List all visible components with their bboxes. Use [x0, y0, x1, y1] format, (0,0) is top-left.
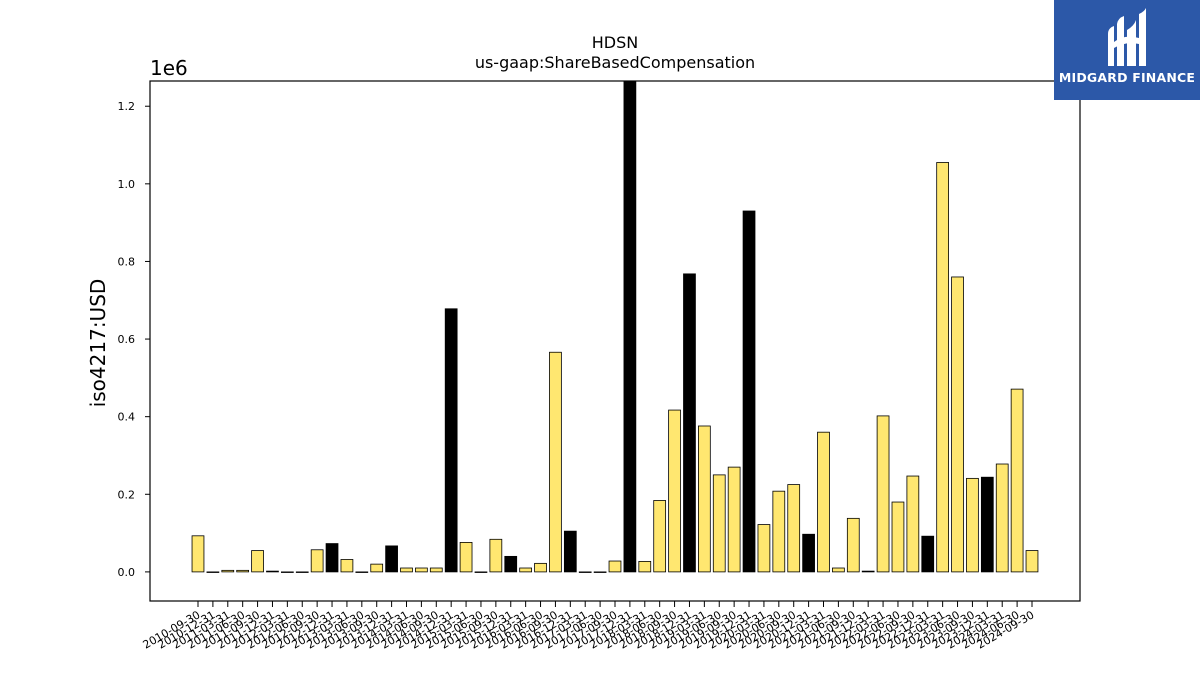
- bar-2023-09-30: [966, 477, 979, 573]
- bar-2024-06-30: [1010, 388, 1024, 573]
- bar-2020-03-31: [757, 524, 771, 573]
- bar-2024-09-30: [1025, 550, 1039, 573]
- bar-2015-12-31: [504, 555, 518, 573]
- bar-2020-12-31: [802, 533, 815, 573]
- y-axis-label: iso4217:USD: [86, 279, 110, 408]
- bar-2015-06-30: [474, 571, 488, 573]
- bar-2016-12-31: [563, 530, 577, 573]
- y-tick-label: 0.8: [118, 255, 136, 268]
- bar-2020-09-30: [787, 484, 801, 573]
- bar-2019-06-30: [712, 474, 726, 573]
- bars-group: [191, 80, 1039, 573]
- bar-2012-12-31: [325, 543, 339, 573]
- bar-2021-03-31: [817, 431, 830, 573]
- bar-2018-06-30: [653, 500, 667, 573]
- bar-2019-12-31: [742, 210, 756, 573]
- bar-2012-03-31: [280, 571, 294, 573]
- bar-2019-03-31: [698, 425, 711, 573]
- y-tick-label: 0.4: [118, 411, 136, 424]
- brand-name: MIDGARD FINANCE: [1058, 70, 1196, 85]
- bar-2013-12-31: [385, 545, 398, 573]
- bar-2021-12-31: [861, 570, 875, 573]
- bar-2017-12-31: [623, 80, 637, 573]
- bar-2010-09-30: [191, 535, 205, 573]
- bar-2016-03-31: [519, 567, 533, 573]
- chart-title: HDSN: [592, 33, 638, 52]
- bar-2013-06-30: [355, 571, 369, 573]
- bar-2015-03-31: [459, 542, 473, 573]
- bar-2021-06-30: [832, 567, 845, 573]
- brand-logo: MIDGARD FINANCE: [1054, 0, 1200, 100]
- bar-2023-12-31: [980, 476, 994, 573]
- bar-2022-12-31: [921, 535, 935, 573]
- bar-2019-09-30: [727, 466, 741, 573]
- chart-subtitle: us-gaap:ShareBasedCompensation: [475, 53, 755, 72]
- bar-2021-09-30: [846, 517, 860, 573]
- bar-2022-09-30: [906, 475, 920, 573]
- bar-2016-09-30: [549, 351, 562, 573]
- midgard-logo-icon: [1108, 8, 1146, 66]
- plot-area-frame: [149, 80, 1081, 602]
- y-axis-ticks: 0.0 0.2 0.4 0.6 0.8 1.0 1.2: [118, 100, 150, 579]
- bar-2023-06-30: [951, 276, 964, 573]
- bar-2012-09-30: [310, 549, 324, 573]
- bar-2016-06-30: [534, 562, 547, 573]
- y-tick-label: 0.6: [118, 333, 136, 346]
- y-axis-exponent-label: 1e6: [150, 56, 188, 80]
- bar-2017-06-30: [593, 571, 607, 573]
- bar-2018-03-31: [638, 561, 652, 573]
- y-tick-label: 1.0: [118, 178, 136, 191]
- bar-2022-03-31: [876, 415, 890, 573]
- bar-2014-06-30: [415, 567, 428, 573]
- bar-2011-09-30: [251, 550, 264, 573]
- bar-2014-09-30: [429, 567, 443, 573]
- bar-2014-03-31: [400, 567, 413, 573]
- x-axis-ticks: 2010-09-302010-12-312011-03-312011-06-30…: [141, 601, 1037, 652]
- bar-2011-03-31: [221, 569, 235, 573]
- bar-2018-09-30: [668, 409, 681, 573]
- bar-2017-03-31: [578, 571, 592, 573]
- bar-2012-06-30: [295, 571, 309, 573]
- bar-2013-03-31: [340, 559, 354, 573]
- bar-2018-12-31: [683, 273, 696, 573]
- bar-2017-09-30: [608, 560, 622, 573]
- bar-2022-06-30: [891, 501, 905, 573]
- bar-2011-06-30: [236, 569, 250, 573]
- bar-2020-06-30: [772, 490, 786, 573]
- bar-2023-03-31: [936, 162, 950, 573]
- bar-2024-03-31: [995, 463, 1009, 573]
- bar-2011-12-31: [266, 570, 279, 573]
- y-tick-label: 1.2: [118, 100, 136, 113]
- y-tick-label: 0.2: [118, 488, 136, 501]
- y-tick-label: 0.0: [118, 566, 136, 579]
- bar-2015-09-30: [489, 538, 503, 573]
- bar-2010-12-31: [206, 571, 220, 573]
- bar-2014-12-31: [444, 308, 458, 573]
- bar-2013-09-30: [370, 563, 384, 573]
